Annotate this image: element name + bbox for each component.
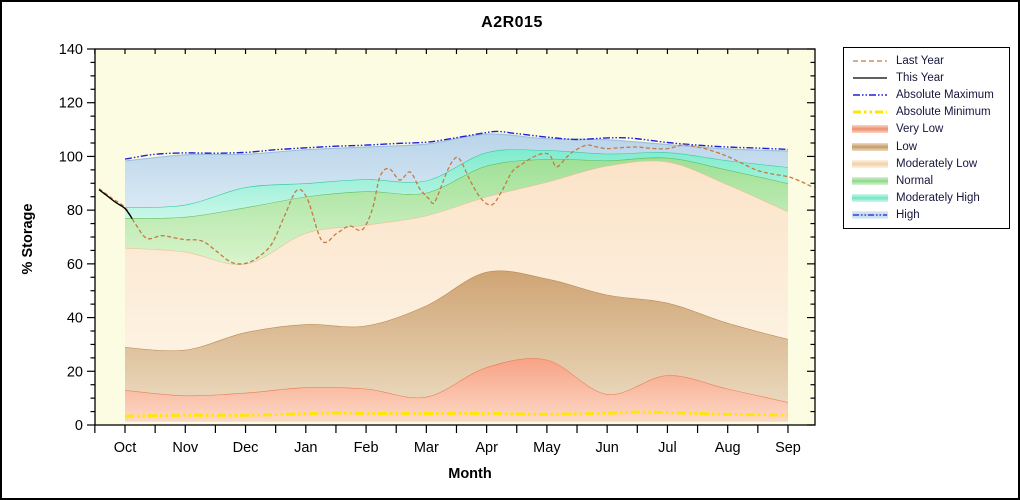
x-axis-title: Month <box>448 466 491 482</box>
legend-swatch-very-low <box>852 125 888 134</box>
y-tick-label: 40 <box>67 311 83 327</box>
legend-entry-moderately-low: Moderately Low <box>852 156 1005 172</box>
legend-label: Normal <box>896 174 934 187</box>
chart-lines <box>98 130 812 418</box>
x-tick-label-jul: Jul <box>658 440 677 456</box>
legend-swatch-low <box>852 142 888 151</box>
legend-swatch-moderately-low <box>852 159 888 168</box>
legend-entry-absolute-maximum: Absolute Maximum <box>852 87 1005 103</box>
x-tick-label-mar: Mar <box>414 440 439 456</box>
legend-swatch-absolute-minimum <box>853 110 887 114</box>
legend-entry-high: High <box>852 207 1005 223</box>
x-tick-label-oct: Oct <box>114 440 137 456</box>
legend-entry-absolute-minimum: Absolute Minimum <box>852 104 1005 120</box>
band-high <box>125 133 788 208</box>
band-normal <box>125 157 788 265</box>
x-tick-label-apr: Apr <box>475 440 498 456</box>
y-axis-title: % Storage <box>20 204 36 275</box>
band-moderately-low <box>125 160 788 351</box>
legend-label: Moderately High <box>896 192 980 205</box>
x-tick-label-sep: Sep <box>775 440 801 456</box>
legend-entry-last-year: Last Year <box>852 53 1005 69</box>
x-tick-label-jan: Jan <box>294 440 317 456</box>
legend-swatch-last-year <box>853 59 887 62</box>
x-tick-label-dec: Dec <box>233 440 259 456</box>
legend-entry-this-year: This Year <box>852 70 1005 86</box>
y-tick-label: 140 <box>59 42 83 58</box>
legend-swatch-moderately-high <box>852 194 888 203</box>
legend-label: Moderately Low <box>896 157 978 170</box>
band-moderately-high <box>125 149 788 219</box>
legend-swatch-absolute-maximum <box>853 94 887 96</box>
band-low <box>125 270 788 403</box>
line-this-year <box>98 189 133 220</box>
x-tick-label-nov: Nov <box>172 440 199 456</box>
y-tick-label: 60 <box>67 257 83 273</box>
line-absolute-maximum <box>124 130 789 160</box>
y-tick-label: 0 <box>75 418 83 434</box>
band-edge-high <box>124 133 789 162</box>
y-tick-label: 80 <box>67 203 83 219</box>
legend-box: Last Year This Year Absolute Maximum Absolu… <box>843 47 1010 229</box>
legend-entry-very-low: Very Low <box>852 121 1005 137</box>
chart-title: A2R015 <box>481 14 543 31</box>
y-tick-label: 100 <box>59 149 83 165</box>
legend-entry-moderately-high: Moderately High <box>852 190 1005 206</box>
legend-label: Absolute Maximum <box>896 88 994 101</box>
line-last-year <box>98 144 812 265</box>
x-tick-label-aug: Aug <box>715 440 741 456</box>
legend-label: Low <box>896 140 918 153</box>
y-tick-label: 120 <box>59 96 83 112</box>
x-tick-label-may: May <box>533 440 561 456</box>
x-tick-label-jun: Jun <box>595 440 618 456</box>
legend-label: Very Low <box>896 123 944 136</box>
legend-swatch-this-year <box>853 77 887 79</box>
band-very-low <box>125 358 788 422</box>
storage-bands <box>124 133 789 422</box>
legend-label: This Year <box>896 71 944 84</box>
legend-swatch-normal <box>852 176 888 185</box>
legend-entry-low: Low <box>852 139 1005 155</box>
legend-swatch-high <box>852 211 888 220</box>
legend-label: Last Year <box>896 54 944 67</box>
x-tick-label-feb: Feb <box>354 440 379 456</box>
legend-label: Absolute Minimum <box>896 106 991 119</box>
axes: 0 20 40 60 80 100 120 140 Oct Nov Dec Jan Feb Mar Apr M… <box>20 42 816 482</box>
band-edge-low <box>124 269 789 352</box>
legend-label: High <box>896 209 920 222</box>
band-edge-very-low <box>124 357 789 403</box>
legend-entry-normal: Normal <box>852 173 1005 189</box>
y-tick-label: 20 <box>67 364 83 380</box>
